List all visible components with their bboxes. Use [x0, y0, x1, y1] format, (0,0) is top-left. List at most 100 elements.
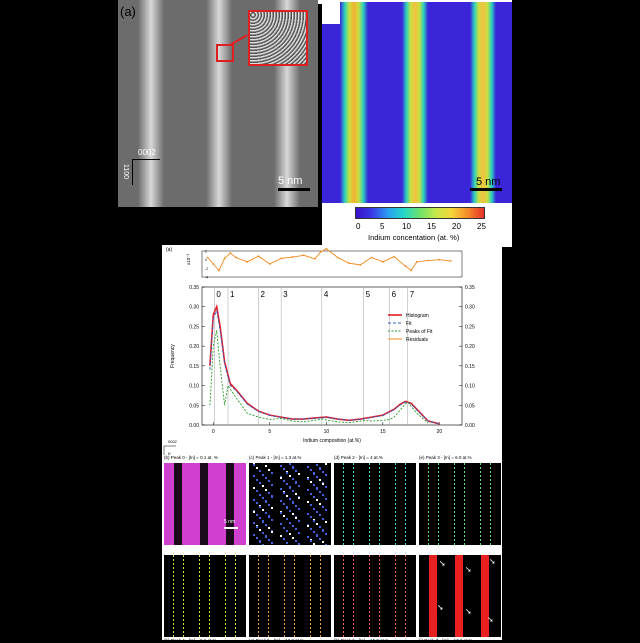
indium-dot: [283, 538, 285, 540]
indium-dot: [316, 464, 318, 466]
histogram-chart: (a)x10⁻³20-2-40 1 2 3 4 5 6 70.00 0.000.05 0.050.…: [163, 247, 475, 461]
indium-dot: [253, 510, 255, 512]
arrow-icon: ➘: [437, 603, 444, 612]
indium-dot: [316, 499, 318, 501]
residual-point: [438, 258, 441, 261]
interface-line: [183, 555, 185, 637]
indium-dot: [313, 484, 315, 486]
indium-dot: [259, 482, 261, 484]
interface-line: [209, 555, 211, 637]
indium-dot: [295, 517, 297, 519]
peak-map-label: (i) Peak 7 - [In] = 17.2 at.%: [419, 638, 473, 643]
indium-dot: [265, 500, 267, 502]
indium-dot: [295, 505, 297, 507]
indium-dot: [283, 503, 285, 505]
colorbar-tick: 5: [380, 222, 385, 231]
scale-bar-label: 5 nm: [278, 175, 303, 187]
indium-dot: [295, 528, 297, 530]
x-tick-label: 20: [437, 429, 443, 435]
residual-point: [410, 269, 413, 272]
indium-dot: [259, 541, 261, 543]
indium-dot: [316, 511, 318, 513]
indium-dot: [322, 529, 324, 531]
residual-tick-label: -4: [205, 276, 208, 280]
y-tick-label-right: 0.35: [465, 285, 475, 291]
indium-dot: [319, 468, 321, 470]
peak-map-label: (c) Peak 1 - [In] = 1.3 at.%: [249, 455, 302, 460]
indium-dot: [256, 526, 258, 528]
legend-entry: Peaks of Fit: [406, 329, 433, 335]
indium-dot: [292, 490, 294, 492]
indium-dot: [268, 492, 270, 494]
indium-dot: [292, 467, 294, 469]
peak-map-6: [334, 555, 416, 637]
indium-dot: [310, 539, 312, 541]
y-tick-label-right: 0.05: [465, 403, 475, 409]
peak-marker-label: 5: [366, 290, 371, 299]
scale-bar: [278, 188, 310, 191]
indium-dot: [316, 523, 318, 525]
colorbar: [355, 207, 485, 219]
peak-map-label: (h) Peak 4 - [In] = 9.6 at.%: [164, 638, 217, 643]
indium-dot: [322, 506, 324, 508]
interface-line: [405, 555, 407, 637]
indium-dot: [286, 471, 288, 473]
residual-point: [319, 250, 322, 253]
indium-dot: [289, 463, 291, 465]
residual-point: [348, 262, 350, 265]
indium-dot: [307, 501, 309, 503]
indium-dot: [265, 477, 267, 479]
y-tick-label: 0.30: [189, 305, 199, 311]
colorbar-label: Indium concentation (at. %): [368, 233, 460, 242]
indium-dot: [295, 493, 297, 495]
indium-dot: [262, 509, 264, 511]
residual-point: [370, 256, 373, 259]
indium-dot: [268, 480, 270, 482]
x-axis-label: Indium composition (at.%): [303, 438, 361, 444]
indium-dot: [310, 516, 312, 518]
indium-dot: [325, 509, 327, 511]
indium-dot: [253, 511, 255, 513]
indium-dot: [307, 536, 309, 538]
indium-dot: [319, 538, 321, 540]
indium-dot: [322, 471, 324, 473]
indium-dot: [313, 472, 315, 474]
y-tick-label: 0.25: [189, 324, 199, 330]
indium-dot: [268, 516, 270, 518]
indium-dot: [298, 543, 300, 545]
indium-dot: [307, 478, 309, 480]
indium-dot: [298, 532, 300, 534]
indium-dot: [289, 498, 291, 500]
indium-dot: [298, 497, 300, 499]
indium-dot: [271, 530, 273, 532]
interface-line: [395, 463, 397, 545]
arrow-icon: ➘: [439, 559, 446, 568]
quantum-well-band: [429, 555, 437, 637]
scale-bar-label: 5 nm: [224, 519, 236, 525]
peak-map-1: [249, 463, 331, 545]
indium-dot: [283, 527, 285, 529]
indium-dot: [286, 530, 288, 532]
residual-point: [427, 259, 429, 262]
peak-map-2: [334, 463, 416, 545]
arrow-icon: ➘: [465, 607, 472, 616]
indium-dot: [256, 467, 258, 469]
legend-entry: Residuals: [406, 337, 428, 343]
indium-dot: [253, 534, 255, 536]
indium-dot: [253, 487, 255, 489]
residual-point: [404, 265, 407, 268]
indium-dot: [286, 495, 288, 497]
interface-line: [438, 463, 440, 545]
arrow-icon: ➘: [487, 615, 494, 624]
residual-point: [212, 263, 215, 265]
indium-dot: [316, 535, 318, 537]
indium-dot: [280, 523, 282, 525]
indium-dot: [280, 511, 282, 513]
y-tick-label: 0.15: [189, 364, 199, 370]
residual-point: [218, 269, 220, 272]
peak-marker-label: 4: [324, 290, 329, 299]
interface-line: [369, 555, 371, 637]
indium-dot: [313, 496, 315, 498]
peak-marker-label: 0: [216, 290, 221, 299]
stem-image: (a) 0002 1100 5 nm: [118, 0, 318, 207]
